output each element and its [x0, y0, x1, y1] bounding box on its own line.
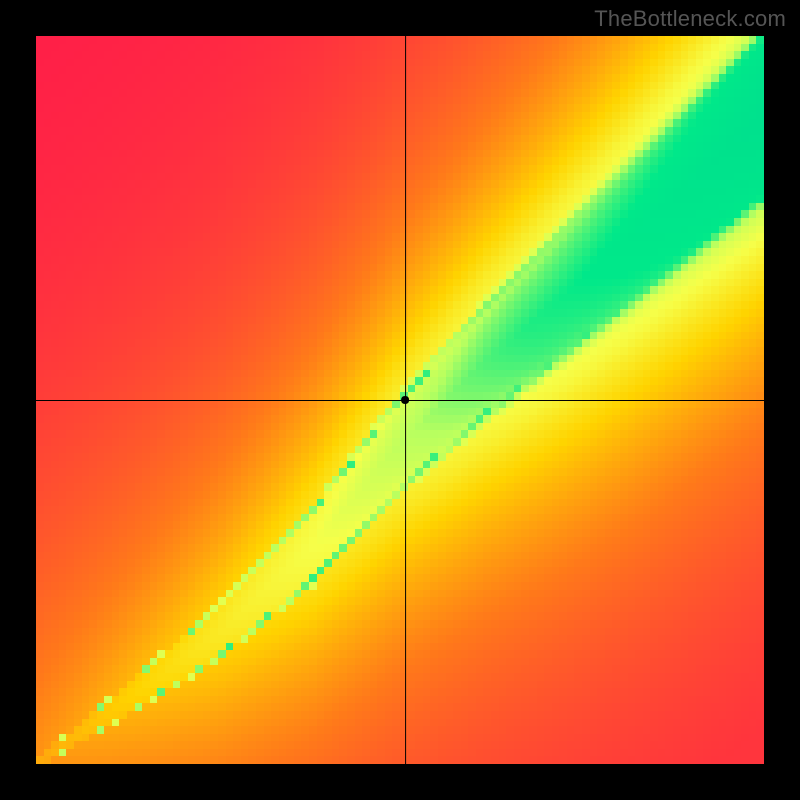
- bottleneck-heatmap: [0, 0, 800, 800]
- chart-container: { "watermark": { "text": "TheBottleneck.…: [0, 0, 800, 800]
- watermark-text: TheBottleneck.com: [594, 6, 786, 32]
